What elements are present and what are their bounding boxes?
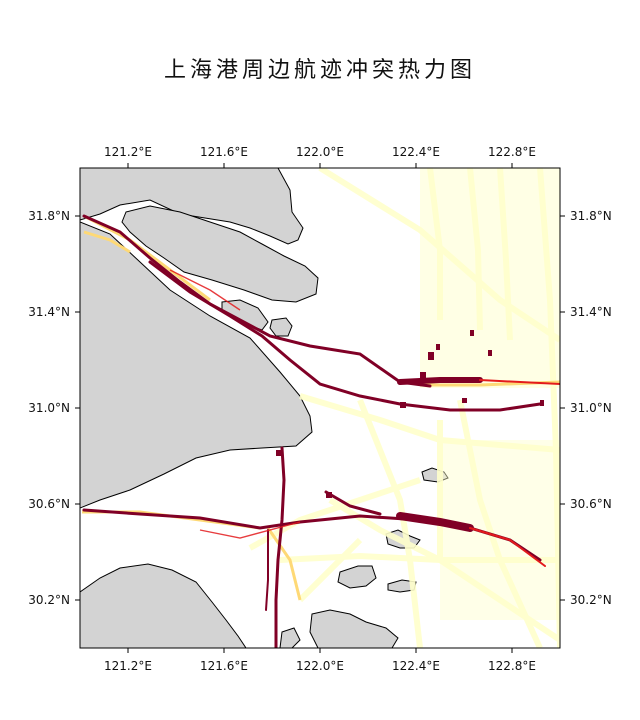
heat-speckle	[400, 402, 406, 408]
lon-tick-label-top: 122.8°E	[488, 145, 536, 159]
lon-tick-label-top: 121.6°E	[200, 145, 248, 159]
land-small-island-sw	[279, 627, 301, 648]
heat-hotspot-east-exit	[397, 377, 483, 385]
heat-track-low	[279, 552, 560, 563]
heat-speckle	[326, 492, 332, 498]
land-shanghai-mainland	[80, 221, 313, 509]
map-title: 上海港周边航迹冲突热力图	[163, 58, 476, 83]
lat-tick-label-left: 31.8°N	[28, 209, 70, 223]
heat-area-southeast	[440, 440, 560, 620]
lat-tick-label-right: 31.0°N	[570, 401, 612, 415]
lat-tick-label-right: 31.8°N	[570, 209, 612, 223]
lat-tick-label-right: 30.6°N	[570, 497, 612, 511]
lon-tick-label-top: 122.0°E	[296, 145, 344, 159]
heat-track-south-lane	[274, 446, 286, 648]
lat-tick-label-left: 31.0°N	[28, 401, 70, 415]
heat-track-mid	[83, 214, 211, 302]
land-layer	[80, 168, 449, 648]
heat-track-red	[169, 269, 241, 311]
lat-tick-label-right: 31.4°N	[570, 305, 612, 319]
heat-track-yangtze-south	[148, 260, 542, 412]
lon-tick-label-bottom: 121.6°E	[200, 659, 248, 673]
heat-track-low	[299, 393, 560, 453]
heat-track-diagonal	[324, 490, 382, 516]
heat-layer-red	[169, 269, 301, 539]
land-north-shore	[80, 168, 304, 245]
heat-speckles	[276, 330, 544, 498]
lat-tick-label-left: 31.4°N	[28, 305, 70, 319]
heat-track-low	[248, 477, 421, 551]
lat-tick-label-left: 30.6°N	[28, 497, 70, 511]
lon-tick-label-top: 121.2°E	[104, 145, 152, 159]
heat-track-red	[199, 521, 301, 539]
heat-track-low	[297, 537, 363, 603]
lon-tick-label-top: 122.4°E	[392, 145, 440, 159]
heat-track-low	[457, 399, 543, 648]
heat-layer-high	[82, 214, 560, 648]
heat-track-mid	[266, 527, 302, 601]
land-zhoushan-island	[309, 609, 399, 648]
heat-track-southeast	[469, 527, 546, 567]
heat-speckle	[428, 352, 434, 360]
heat-track-mid	[83, 230, 131, 254]
heat-speckle	[470, 330, 474, 336]
heat-speckle	[462, 398, 467, 403]
lon-tick-label-bottom: 122.8°E	[488, 659, 536, 673]
heat-speckle	[540, 400, 544, 406]
land-daishan-island	[337, 565, 377, 589]
lon-tick-label-bottom: 121.2°E	[104, 659, 152, 673]
heat-track-south-lane-west	[265, 529, 269, 611]
heat-track-yangtze-north	[82, 214, 432, 388]
heat-track-low	[357, 398, 423, 648]
heat-speckle	[420, 372, 426, 378]
heat-hotspot-bay	[396, 512, 474, 532]
heat-speckle	[488, 350, 492, 356]
land-zhejiang-shore	[80, 563, 247, 648]
heat-speckle	[436, 344, 440, 350]
heat-track-east-exit	[479, 379, 560, 385]
map-axes: 121.2°E 121.2°E 121.6°E 121.6°E 122.0°E 122.0…	[28, 145, 611, 673]
lon-tick-label-bottom: 122.0°E	[296, 659, 344, 673]
lat-tick-label-left: 30.2°N	[28, 593, 70, 607]
land-chongming-island	[121, 205, 319, 303]
lon-tick-label-bottom: 122.4°E	[392, 659, 440, 673]
lat-tick-label-right: 30.2°N	[570, 593, 612, 607]
land-hengsha-island	[269, 317, 293, 337]
heat-speckle	[276, 450, 282, 456]
